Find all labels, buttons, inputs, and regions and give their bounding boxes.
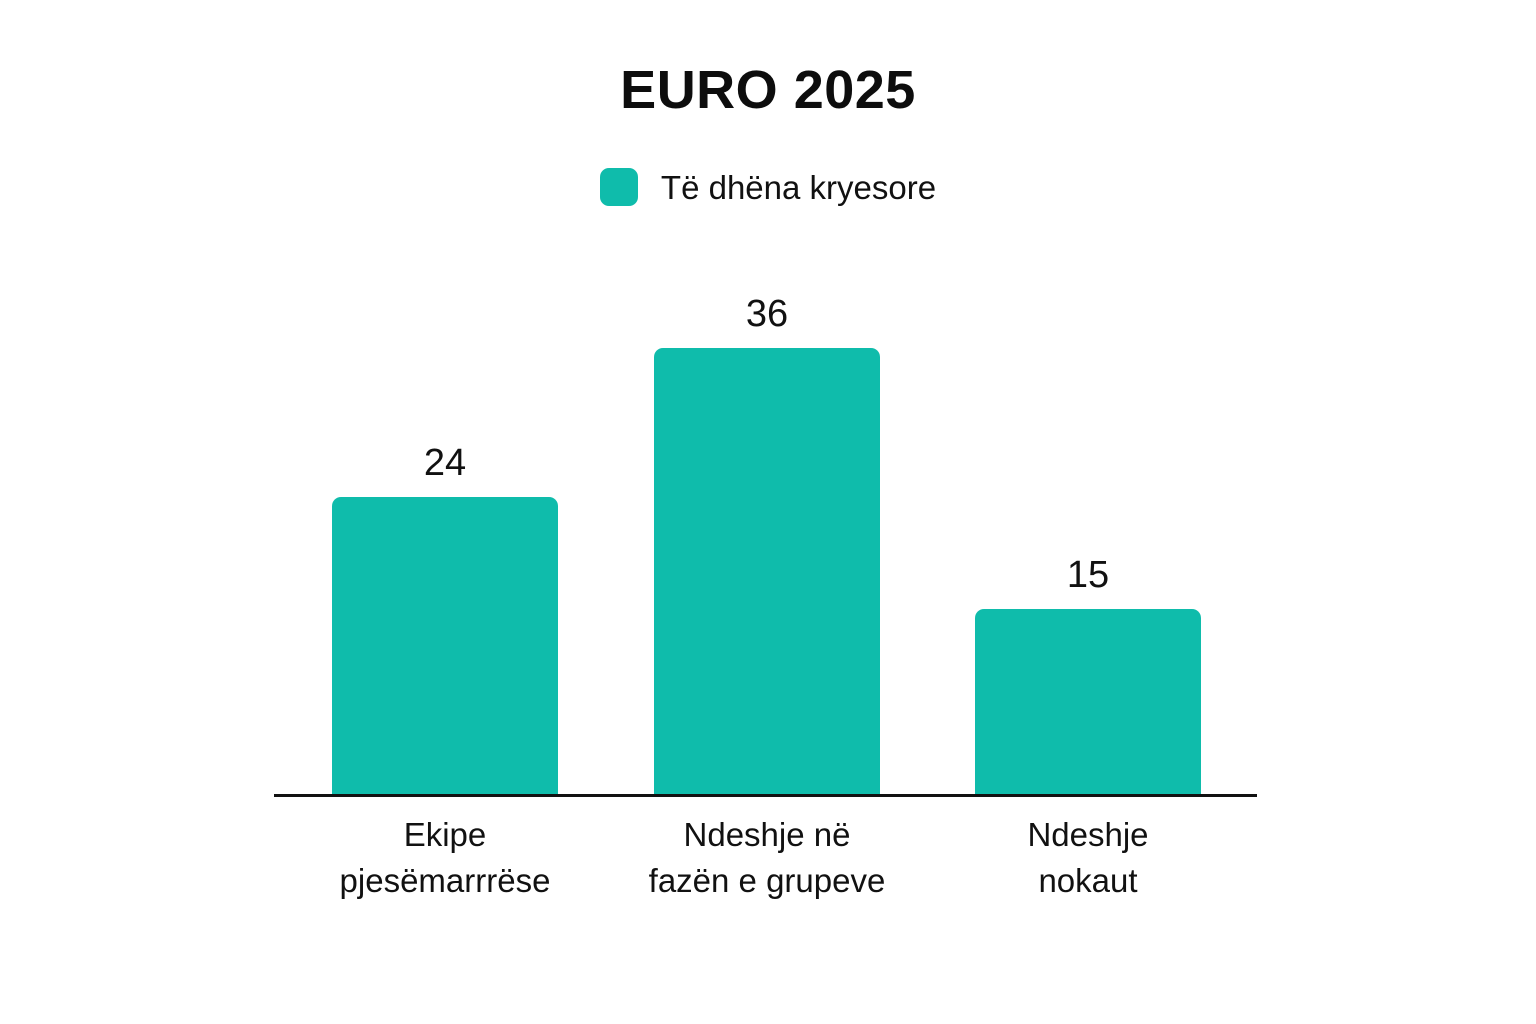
bar-rect[interactable] (975, 609, 1201, 795)
bar-value-label: 36 (745, 293, 789, 335)
bar-group-group-stage-matches[interactable]: 36 (654, 250, 880, 795)
bar-group-teams[interactable]: 24 (332, 250, 558, 795)
bar-rect[interactable] (654, 348, 880, 795)
x-axis-tick-label: Ndeshje nokaut (938, 812, 1238, 903)
x-axis-line (274, 794, 1257, 797)
chart-title: EURO 2025 (620, 60, 916, 120)
bar-value-label: 15 (1066, 554, 1110, 596)
legend-item-primary-data[interactable]: Të dhëna kryesore (599, 168, 937, 206)
bar-group-knockout-matches[interactable]: 15 (975, 250, 1201, 795)
legend-item-label: Të dhëna kryesore (660, 168, 937, 206)
x-axis-tick-label-line1: Ndeshje në (683, 816, 851, 853)
chart-legend: Të dhëna kryesore (0, 168, 1536, 206)
x-axis-tick-label: Ndeshje në fazën e grupeve (617, 812, 917, 903)
bar-rect[interactable] (332, 497, 558, 795)
x-axis-tick-label: Ekipe pjesëmarrrëse (295, 812, 595, 903)
x-axis-tick-label-line1: Ekipe (403, 816, 487, 853)
x-axis-tick-label-line2: fazën e grupeve (648, 861, 886, 899)
legend-swatch-icon (599, 168, 638, 206)
bars-layer: 24 36 15 (274, 250, 1257, 795)
plot-area: 24 36 15 (274, 250, 1257, 797)
bar-value-label: 24 (423, 442, 467, 484)
x-axis-tick-label-line2: pjesëmarrrëse (339, 861, 551, 899)
x-axis-tick-label-line1: Ndeshje (1027, 816, 1149, 853)
x-axis-tick-labels: Ekipe pjesëmarrrëse Ndeshje në fazën e g… (274, 812, 1257, 942)
x-axis-tick-label-line2: nokaut (1038, 861, 1138, 899)
